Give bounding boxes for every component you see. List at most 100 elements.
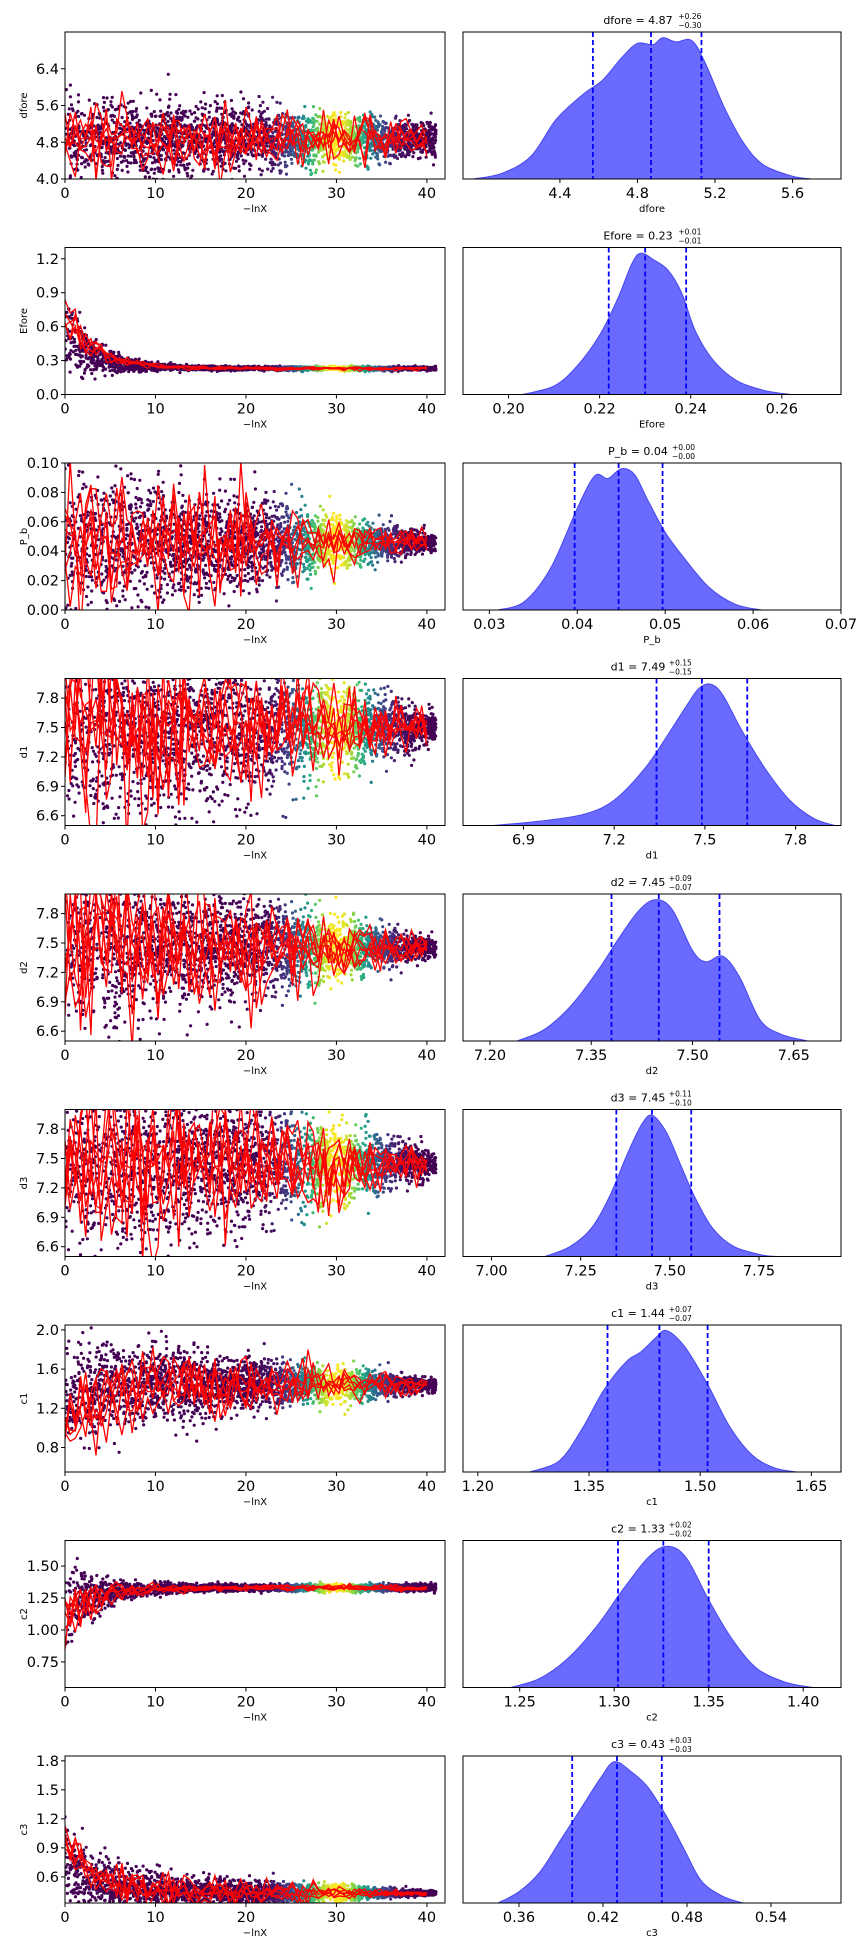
sample-point: [196, 107, 200, 111]
sample-point: [176, 156, 180, 160]
sample-point: [278, 169, 282, 173]
x-tick-label: 4.4: [548, 186, 571, 202]
sample-point: [264, 120, 268, 125]
sample-point: [250, 108, 254, 112]
sample-point: [257, 167, 262, 171]
sample-point: [152, 171, 156, 175]
sample-point: [115, 156, 119, 161]
sample-point: [220, 157, 224, 161]
sample-point: [262, 109, 266, 113]
sample-point: [370, 112, 374, 117]
sample-point: [313, 153, 317, 157]
sample-point: [88, 144, 92, 148]
sample-point: [143, 175, 147, 179]
sample-point: [76, 93, 81, 97]
sample-point: [265, 144, 269, 148]
sample-point: [113, 108, 117, 112]
trace-line: [65, 109, 428, 178]
sample-point: [188, 178, 192, 179]
sample-point: [72, 337, 77, 341]
sample-point: [239, 154, 243, 158]
sample-point: [318, 122, 322, 126]
sample-point: [174, 93, 178, 97]
sample-point: [337, 157, 342, 161]
sample-point: [161, 147, 165, 151]
sample-point: [259, 112, 263, 116]
sample-point: [157, 169, 161, 173]
sample-point: [168, 361, 172, 365]
sample-point: [113, 174, 117, 178]
sample-point: [291, 123, 295, 127]
sample-point: [377, 125, 381, 129]
sample-point: [126, 170, 130, 174]
sample-point: [433, 123, 438, 127]
sample-point: [259, 173, 263, 177]
sample-point: [150, 161, 155, 165]
sample-point: [181, 109, 185, 113]
sample-point: [129, 151, 133, 155]
sample-point: [218, 149, 222, 154]
sample-point: [316, 126, 320, 130]
sample-point: [134, 107, 139, 111]
sample-point: [429, 111, 433, 115]
sample-point: [362, 146, 367, 150]
sample-point: [241, 97, 246, 101]
sample-point: [290, 161, 294, 165]
sample-point: [284, 149, 288, 153]
sample-point: [118, 126, 123, 131]
sample-point: [180, 143, 184, 147]
sample-point: [285, 164, 289, 168]
sample-point: [204, 102, 208, 106]
sample-point: [288, 152, 292, 156]
sample-point: [270, 163, 274, 167]
sample-point: [83, 165, 87, 169]
sample-point: [242, 110, 246, 114]
sample-point: [93, 377, 97, 381]
sample-point: [230, 107, 234, 111]
sample-point: [374, 155, 378, 159]
sample-point: [334, 117, 338, 121]
sample-point: [166, 114, 170, 118]
sample-point: [110, 118, 114, 122]
sample-point: [369, 156, 373, 160]
sample-point: [69, 103, 74, 107]
sample-point: [123, 148, 127, 152]
sample-point: [219, 164, 223, 168]
sample-point: [126, 101, 130, 105]
sample-point: [399, 138, 404, 142]
sample-point: [68, 370, 72, 374]
sample-point: [84, 158, 88, 162]
sample-point: [109, 100, 113, 104]
sample-point: [339, 153, 343, 157]
sample-point: [269, 169, 273, 173]
sample-point: [277, 113, 281, 117]
sample-point: [404, 155, 408, 159]
sample-point: [332, 162, 336, 166]
x-tick-label: 5.2: [703, 186, 726, 202]
sample-point: [321, 155, 325, 159]
sample-point: [177, 107, 181, 111]
sample-point: [429, 139, 433, 143]
sample-point: [132, 152, 136, 156]
sample-point: [289, 157, 293, 161]
sample-point: [316, 115, 320, 119]
sample-point: [275, 100, 279, 104]
sample-point: [381, 120, 385, 124]
sample-point: [185, 171, 189, 175]
sample-point: [129, 99, 133, 104]
posterior-density-dfore: [472, 37, 812, 179]
sample-point: [356, 164, 360, 168]
sample-point: [100, 168, 104, 172]
sample-point: [188, 109, 192, 113]
sample-point: [193, 111, 197, 115]
sample-point: [70, 313, 74, 317]
sample-point: [199, 100, 203, 104]
sample-point: [92, 358, 96, 362]
sample-point: [153, 167, 157, 171]
sample-point: [331, 142, 336, 146]
sample-point: [79, 362, 83, 366]
sample-point: [249, 150, 253, 154]
sample-point: [67, 107, 71, 111]
sample-point: [151, 138, 155, 143]
